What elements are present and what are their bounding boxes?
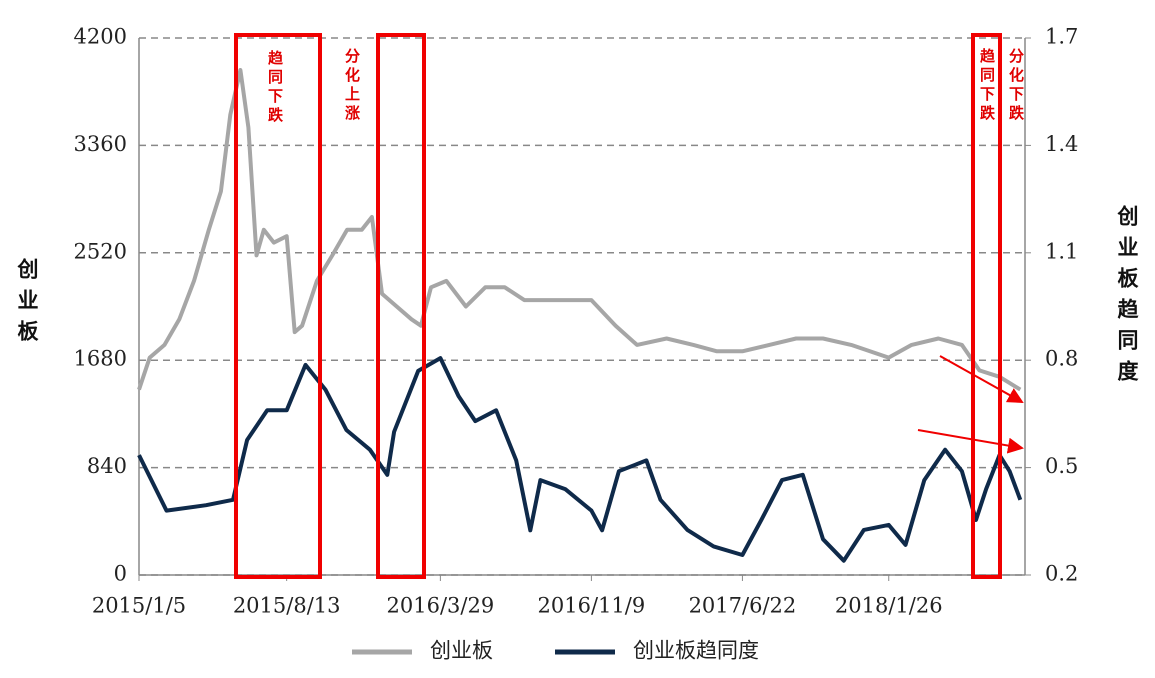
x-tick-label: 2015/1/5 — [92, 594, 186, 618]
x-tick-label: 2015/8/13 — [233, 594, 341, 618]
x-tick-label: 2016/3/29 — [387, 594, 495, 618]
y2-tick-label: 1.4 — [1045, 132, 1078, 156]
y-tick-label: 0 — [114, 562, 127, 586]
legend-label: 创业板趋同度 — [633, 639, 759, 663]
y2-tick-label: 0.2 — [1045, 562, 1078, 586]
y2-tick-label: 1.1 — [1045, 239, 1078, 263]
highlight-box — [971, 33, 1002, 579]
arrow — [939, 355, 1024, 403]
annotation: 趋同下跌 — [266, 50, 284, 126]
arrow — [917, 429, 1024, 454]
highlight-box — [234, 33, 322, 579]
y2-axis-label: 创业板趋同度 — [1115, 205, 1139, 391]
y-tick-label: 1680 — [74, 347, 127, 371]
highlight-box — [376, 33, 426, 579]
x-tick-label: 2017/6/22 — [689, 594, 797, 618]
y-axis-label: 创业板 — [15, 258, 39, 351]
y2-tick-label: 1.7 — [1045, 25, 1078, 49]
legend-label: 创业板 — [430, 639, 493, 663]
annotation: 趋同下跌 — [978, 48, 996, 124]
y-tick-label: 840 — [87, 454, 127, 478]
x-tick-label: 2016/11/9 — [538, 594, 646, 618]
annotation: 分化下跌 — [1007, 48, 1025, 124]
series-line — [137, 356, 1023, 563]
annotation: 分化上涨 — [343, 48, 361, 124]
y-tick-label: 3360 — [74, 132, 127, 156]
y2-tick-label: 0.5 — [1045, 454, 1078, 478]
x-tick-label: 2018/1/26 — [835, 594, 943, 618]
y-tick-label: 2520 — [74, 239, 127, 263]
y-tick-label: 4200 — [74, 25, 127, 49]
y2-tick-label: 0.8 — [1045, 347, 1078, 371]
